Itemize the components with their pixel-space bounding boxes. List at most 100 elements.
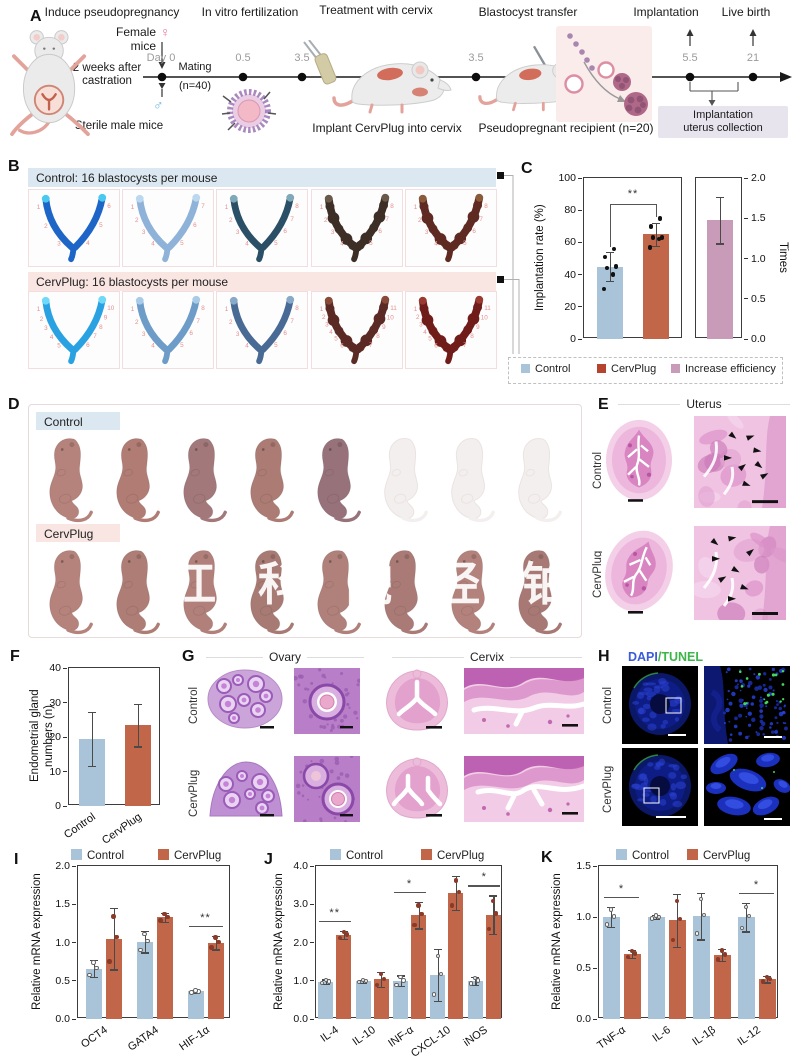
circle-element xyxy=(738,670,742,673)
error-cap xyxy=(211,949,220,951)
y-tick-label: 2.0 xyxy=(55,860,70,872)
data-point xyxy=(739,925,745,930)
data-point xyxy=(677,916,683,921)
g-cervix-whole-graphic xyxy=(378,666,456,736)
rect-element xyxy=(426,726,442,729)
ellipse-element xyxy=(632,700,640,705)
bar-CervPlug-HIF-1α xyxy=(207,942,224,1019)
path-element xyxy=(259,296,295,353)
circle-element xyxy=(331,723,334,727)
path-element xyxy=(350,346,360,365)
error-bar xyxy=(746,902,748,932)
circle-element xyxy=(734,716,738,721)
error-cap xyxy=(451,875,460,877)
ellipse-element xyxy=(192,605,206,616)
circle-element xyxy=(759,696,762,699)
circle-element xyxy=(307,798,310,801)
error-bar xyxy=(475,976,477,985)
circle-element xyxy=(311,771,321,781)
h-zoom-graphic xyxy=(704,748,790,826)
error-cap xyxy=(109,969,118,971)
pup-graphic xyxy=(116,438,160,523)
g-ovary-whole-graphic xyxy=(204,666,286,736)
path-element xyxy=(464,668,584,688)
circle-element xyxy=(319,817,323,821)
data-point xyxy=(764,974,770,980)
circle-element xyxy=(319,694,335,710)
y-tick-label: 40 xyxy=(49,662,61,674)
ellipse-element xyxy=(58,493,72,504)
data-point xyxy=(216,939,221,945)
circle-element xyxy=(765,700,769,704)
circle-element xyxy=(241,697,247,703)
ellipse-element xyxy=(725,799,744,809)
ellipse-element xyxy=(671,709,682,713)
data-point xyxy=(165,914,170,920)
error-bar xyxy=(418,901,420,929)
legend-swatch xyxy=(71,849,82,860)
circle-element xyxy=(127,448,131,451)
circle-element xyxy=(740,685,744,688)
pup-graphic xyxy=(518,438,562,523)
circle-element xyxy=(347,342,357,352)
uterus-specimen-image: 1 2 3 4 5 6 7 8 9 10 xyxy=(28,291,120,369)
y-tick xyxy=(593,1018,597,1020)
y-tick-label: 2.0 xyxy=(293,936,308,949)
circle-element xyxy=(475,193,483,202)
path-element xyxy=(627,435,650,486)
circle-element xyxy=(748,72,758,82)
error-cap xyxy=(607,906,615,909)
ellipse-element xyxy=(190,580,200,589)
span-element: castration xyxy=(82,75,132,88)
ellipse-element xyxy=(458,580,468,589)
y-tick xyxy=(310,942,314,944)
circle-element xyxy=(454,232,466,245)
ellipse-element xyxy=(647,723,657,731)
circle-element xyxy=(240,774,244,778)
cervix-zoom-control xyxy=(464,668,584,734)
path-element xyxy=(42,297,76,353)
circle-element xyxy=(766,693,770,697)
data-point xyxy=(698,896,704,902)
path-element xyxy=(165,194,200,251)
polygon-element xyxy=(760,473,769,480)
polygon-element xyxy=(740,584,749,590)
implantation-plot: 0 20 40 60 80 100 ** xyxy=(558,172,682,345)
text-element: 1 xyxy=(414,306,418,313)
path-element xyxy=(116,550,151,632)
polygon-element xyxy=(742,480,751,486)
circle-element xyxy=(463,325,472,335)
circle-element xyxy=(745,735,749,740)
circle-element xyxy=(337,554,343,560)
text-element: 9 xyxy=(476,324,480,331)
path-element xyxy=(391,773,443,807)
circle-element xyxy=(419,202,429,212)
data-point xyxy=(469,981,474,986)
path-element xyxy=(68,244,77,263)
circle-element xyxy=(725,671,728,674)
legend-item-Increase efficiency: Increase efficiency xyxy=(671,363,776,375)
y-tick-label: 0.0 xyxy=(55,1013,70,1025)
circle-element xyxy=(297,683,301,687)
circle-element xyxy=(731,691,736,697)
circle-element xyxy=(784,722,787,725)
error-bar xyxy=(493,895,495,934)
path-element xyxy=(267,622,294,635)
e-zoom-graphic xyxy=(694,416,786,508)
data-point xyxy=(213,935,218,940)
data-point xyxy=(656,236,662,242)
circle-element xyxy=(773,771,775,773)
ellipse-element xyxy=(733,538,765,562)
path-element xyxy=(512,101,545,112)
ellipse-element xyxy=(674,717,680,722)
path-element xyxy=(133,622,160,635)
circle-element xyxy=(650,776,670,796)
circle-element xyxy=(232,716,236,720)
significance-label: * xyxy=(481,871,487,884)
text-element: 6 xyxy=(107,203,111,210)
text-element: 5 xyxy=(180,240,184,247)
data-point xyxy=(360,977,366,983)
circle-element xyxy=(759,703,764,708)
data-point xyxy=(341,929,346,935)
circle-element xyxy=(784,726,788,731)
